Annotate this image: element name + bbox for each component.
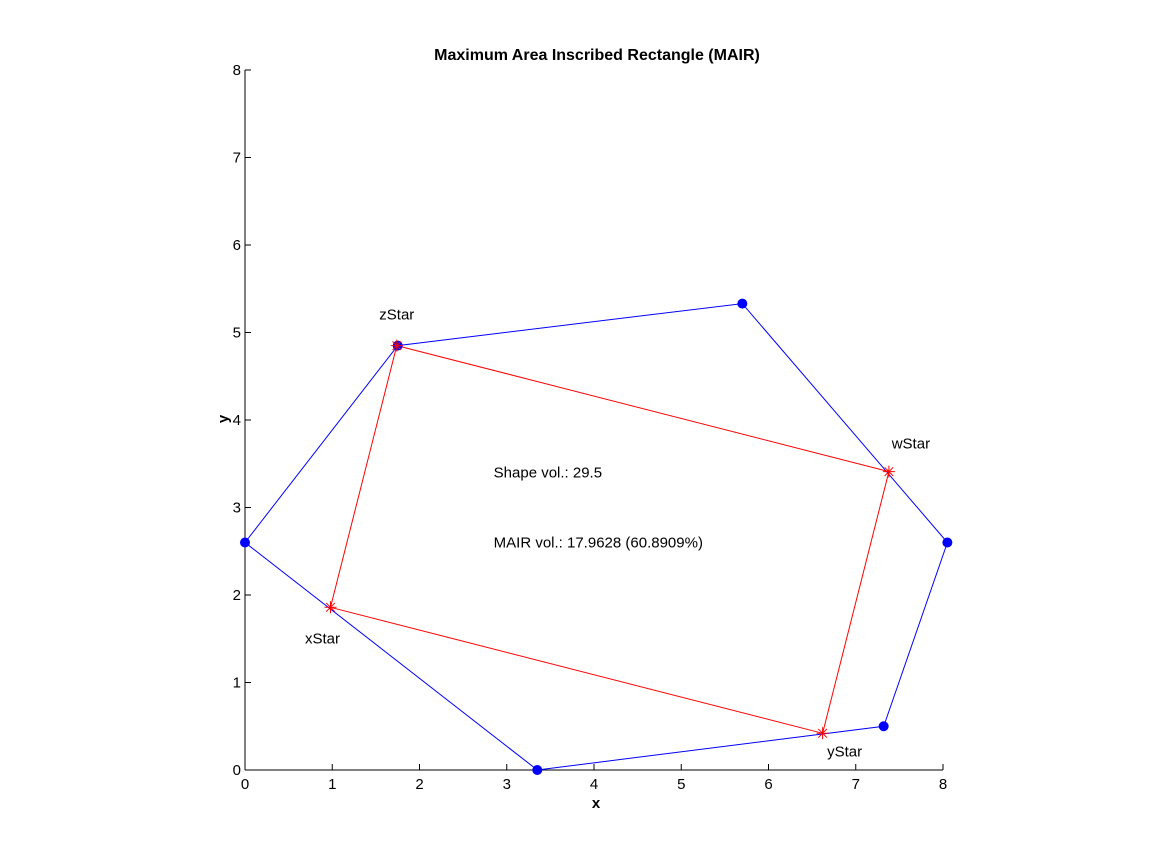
y-tick-label: 1 [233,675,241,692]
x-tick-label: 5 [677,776,685,793]
asterisk-stroke [817,728,828,738]
shape-volume-annotation: Shape vol.: 29.5 [494,465,602,482]
x-tick-label: 8 [939,776,947,793]
annotation-layer: Shape vol.: 29.5 MAIR vol.: 17.9628 (60.8… [494,465,703,552]
shape-vertex-point [240,537,250,548]
shape-vertex-point [878,721,889,732]
x-axis-label: x [592,795,601,812]
shape-vertex-point [942,537,953,548]
y-axis-label: y [215,414,232,423]
shape-vertex-point [737,298,748,309]
asterisk-stroke [325,602,336,612]
mair-vertex-point [882,465,895,478]
point-label-zstar: zStar [379,307,414,324]
y-tick-label: 4 [233,412,241,429]
x-tick-label: 2 [415,776,423,793]
x-tick-label: 6 [764,776,772,793]
asterisk-stroke [392,340,402,351]
x-tick-label: 1 [328,776,336,793]
y-tick-label: 3 [233,500,241,517]
y-tick-label: 7 [233,150,241,167]
axes: 0 1 2 3 4 5 6 7 8 0 1 2 3 4 5 6 7 8 [233,62,948,793]
y-tick-label: 2 [233,587,241,604]
x-tick-label: 0 [241,776,249,793]
chart-title: Maximum Area Inscribed Rectangle (MAIR) [434,47,760,64]
point-label-wstar: wStar [891,436,930,453]
point-label-ystar: yStar [827,743,862,760]
y-tick-label: 5 [233,325,241,342]
mair-volume-annotation: MAIR vol.: 17.9628 (60.8909%) [494,535,703,552]
x-tick-label: 7 [852,776,860,793]
y-tick-label: 6 [233,237,241,254]
y-tick-label: 0 [233,762,241,779]
asterisk-stroke [884,466,894,477]
series-layer: xStar yStar wStar zStar [240,298,953,775]
mair-vertex-point [324,601,337,614]
x-tick-label: 3 [503,776,511,793]
y-tick-label: 8 [233,62,241,79]
point-label-xstar: xStar [305,630,340,647]
x-tick-label: 4 [590,776,598,793]
mair-vertex-point [390,339,403,352]
mair-vertex-point [816,727,829,740]
shape-vertex-point [532,765,543,775]
